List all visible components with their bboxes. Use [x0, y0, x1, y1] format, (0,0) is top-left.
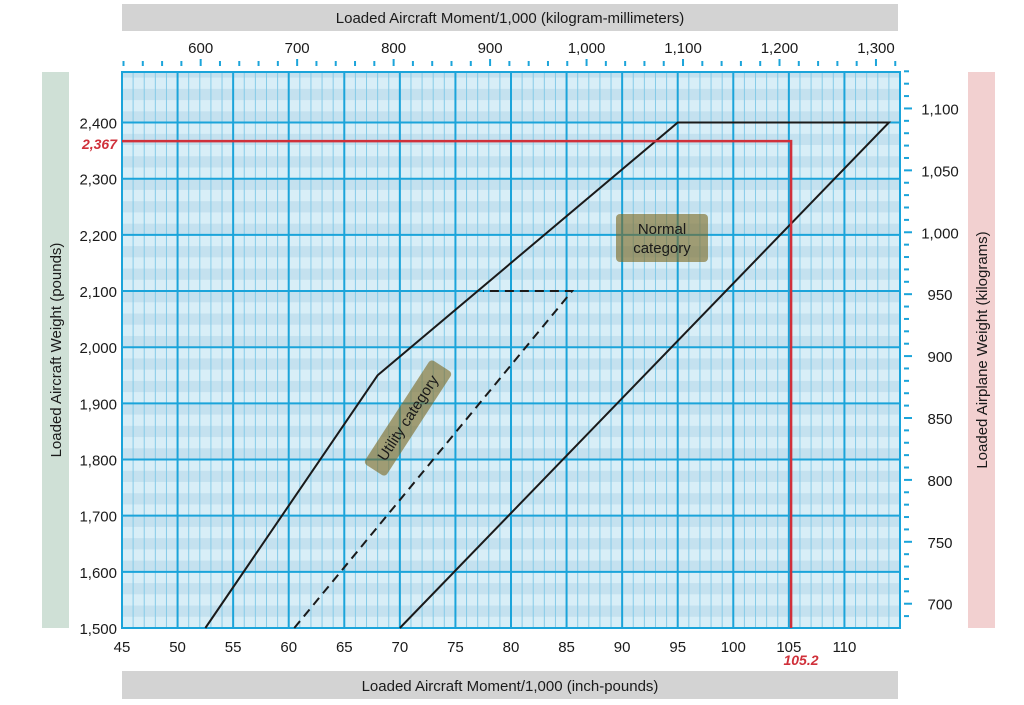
right-tick-label: 750 — [927, 535, 952, 552]
y-tick-label: 1,700 — [79, 509, 117, 526]
normal-category-box — [616, 214, 708, 262]
top-axis-title-band — [122, 4, 898, 31]
x-tick-label: 45 — [114, 639, 131, 656]
right-tick-label: 1,100 — [921, 101, 959, 118]
y-tick-label: 2,100 — [79, 284, 117, 301]
chart-marks — [122, 121, 892, 629]
plot-border — [121, 71, 901, 629]
normal-category-envelope — [204, 121, 892, 629]
x-tick-label: 100 — [721, 639, 746, 656]
right-axis-title-band — [968, 72, 995, 628]
axes: 45 50 55 60 65 70 75 80 85 90 95 100 105 110 1,500 1,60… — [79, 40, 958, 656]
right-tick-label: 900 — [927, 349, 952, 366]
utility-category-envelope — [293, 290, 575, 629]
moment-annotation-label: 105.2 — [783, 652, 818, 668]
x-tick-label: 50 — [169, 639, 186, 656]
plot-area — [121, 71, 901, 629]
bottom-axis-title: Loaded Aircraft Moment/1,000 (inch-pound… — [362, 678, 659, 695]
x-tick-label: 65 — [336, 639, 353, 656]
right-tick-label: 950 — [927, 287, 952, 304]
y-tick-label: 1,900 — [79, 396, 117, 413]
x-tick-label: 80 — [503, 639, 520, 656]
left-axis-title: Loaded Aircraft Weight (pounds) — [48, 243, 65, 458]
x-tick-label: 60 — [280, 639, 297, 656]
right-tick-label: 850 — [927, 411, 952, 428]
right-tick-label: 1,050 — [921, 163, 959, 180]
y-tick-label: 1,800 — [79, 453, 117, 470]
x-tick-label: 90 — [614, 639, 631, 656]
right-tick-label: 1,000 — [921, 225, 959, 242]
x-tick-label: 55 — [225, 639, 242, 656]
top-tick-label: 600 — [188, 40, 213, 57]
right-tick-label: 800 — [927, 473, 952, 490]
bottom-axis-title-band — [122, 671, 898, 699]
right-tick-label: 700 — [927, 597, 952, 614]
top-tick-label: 1,000 — [568, 40, 606, 57]
weight-annotation-label: 2,367 — [81, 136, 118, 152]
top-tick-label: 1,100 — [664, 40, 702, 57]
y-tick-label: 2,000 — [79, 340, 117, 357]
right-axis-title: Loaded Airplane Weight (kilograms) — [974, 231, 991, 468]
normal-category-line2: category — [633, 240, 691, 257]
x-tick-label: 85 — [558, 639, 575, 656]
normal-category-label: Normal category — [616, 214, 708, 262]
normal-category-line1: Normal — [638, 221, 686, 238]
annotation-line — [122, 139, 793, 628]
utility-category-box — [364, 360, 452, 476]
top-tick-label: 1,200 — [761, 40, 799, 57]
y-tick-label: 2,300 — [79, 172, 117, 189]
x-tick-label: 70 — [392, 639, 409, 656]
top-tick-label: 800 — [381, 40, 406, 57]
y-tick-label: 1,600 — [79, 565, 117, 582]
y-tick-label: 2,200 — [79, 228, 117, 245]
x-tick-label: 75 — [447, 639, 464, 656]
x-tick-label: 95 — [669, 639, 686, 656]
x-tick-label: 105 — [776, 639, 801, 656]
x-tick-label: 110 — [832, 639, 856, 656]
top-axis-title: Loaded Aircraft Moment/1,000 (kilogram-m… — [336, 10, 684, 27]
top-tick-label: 900 — [478, 40, 503, 57]
top-tick-label: 700 — [285, 40, 310, 57]
top-tick-label: 1,300 — [857, 40, 895, 57]
y-tick-label: 2,400 — [79, 116, 117, 133]
left-axis-title-band — [42, 72, 69, 628]
y-tick-label: 1,500 — [79, 621, 117, 638]
